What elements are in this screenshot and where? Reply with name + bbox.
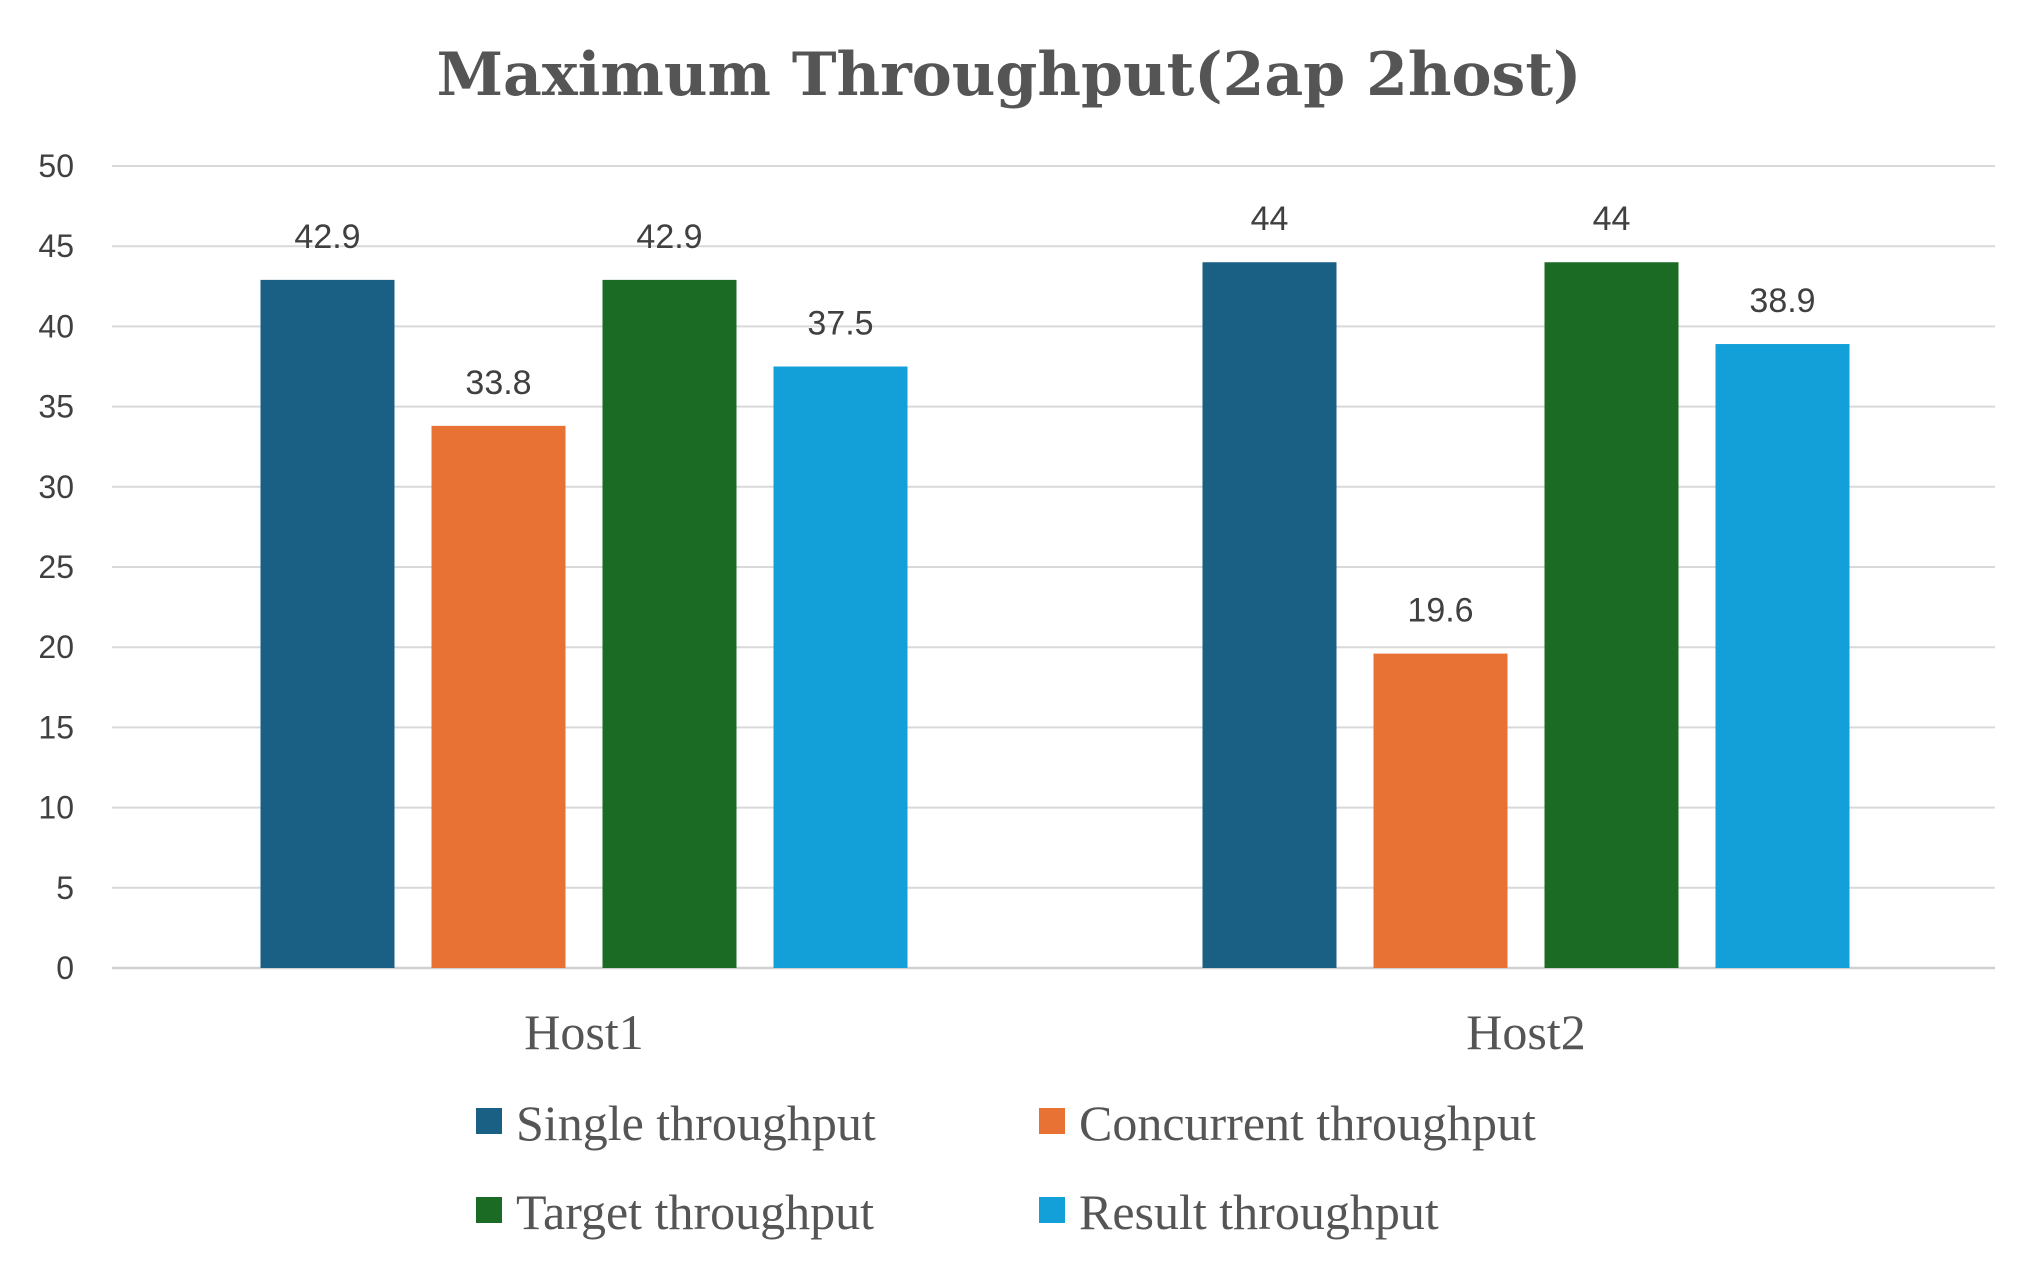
bar	[1544, 262, 1679, 968]
data-label: 19.6	[1407, 592, 1473, 630]
y-tick-label: 10	[38, 790, 74, 826]
legend-label: Result throughput	[1079, 1184, 1439, 1240]
data-label: 33.8	[465, 364, 531, 402]
data-label: 37.5	[807, 305, 873, 343]
bar	[602, 279, 737, 968]
bars	[260, 262, 1850, 968]
data-label: 38.9	[1749, 282, 1815, 320]
bar	[1373, 653, 1508, 968]
legend-swatch	[1039, 1108, 1065, 1134]
data-labels: 42.9 44 33.8 19.6 42.9 44 37.5 38.9	[294, 200, 1815, 629]
bar	[773, 366, 908, 968]
y-tick-label: 0	[56, 950, 74, 986]
gridlines	[112, 165, 1995, 970]
chart-title: Maximum Throughput(2ap 2host)	[437, 40, 1582, 110]
y-tick-label: 30	[38, 469, 74, 505]
bar	[260, 279, 395, 968]
bar	[1202, 262, 1337, 968]
y-tick-label: 35	[38, 389, 74, 425]
x-tick-label: Host1	[524, 1004, 643, 1060]
data-label: 42.9	[294, 218, 360, 256]
legend: Single throughput Concurrent throughput Ta…	[476, 1095, 1536, 1240]
legend-swatch	[476, 1108, 502, 1134]
x-tick-label: Host2	[1466, 1004, 1585, 1060]
legend-label: Concurrent throughput	[1079, 1095, 1536, 1151]
y-tick-label: 5	[56, 870, 74, 906]
y-tick-label: 20	[38, 629, 74, 665]
y-tick-label: 15	[38, 709, 74, 745]
bar	[1715, 344, 1850, 968]
data-label: 44	[1593, 200, 1631, 238]
bar	[431, 425, 566, 968]
y-axis-ticks: 0 5 10 15 20 25 30 35 40 45 50	[38, 148, 74, 986]
legend-swatch	[1039, 1197, 1065, 1223]
y-tick-label: 25	[38, 549, 74, 585]
x-axis-ticks: Host1 Host2	[524, 1004, 1585, 1060]
legend-label: Single throughput	[516, 1095, 876, 1151]
legend-label: Target throughput	[516, 1184, 874, 1240]
y-tick-label: 40	[38, 308, 74, 344]
data-label: 44	[1251, 200, 1289, 238]
legend-swatch	[476, 1197, 502, 1223]
y-tick-label: 50	[38, 148, 74, 184]
data-label: 42.9	[636, 218, 702, 256]
y-tick-label: 45	[38, 228, 74, 264]
